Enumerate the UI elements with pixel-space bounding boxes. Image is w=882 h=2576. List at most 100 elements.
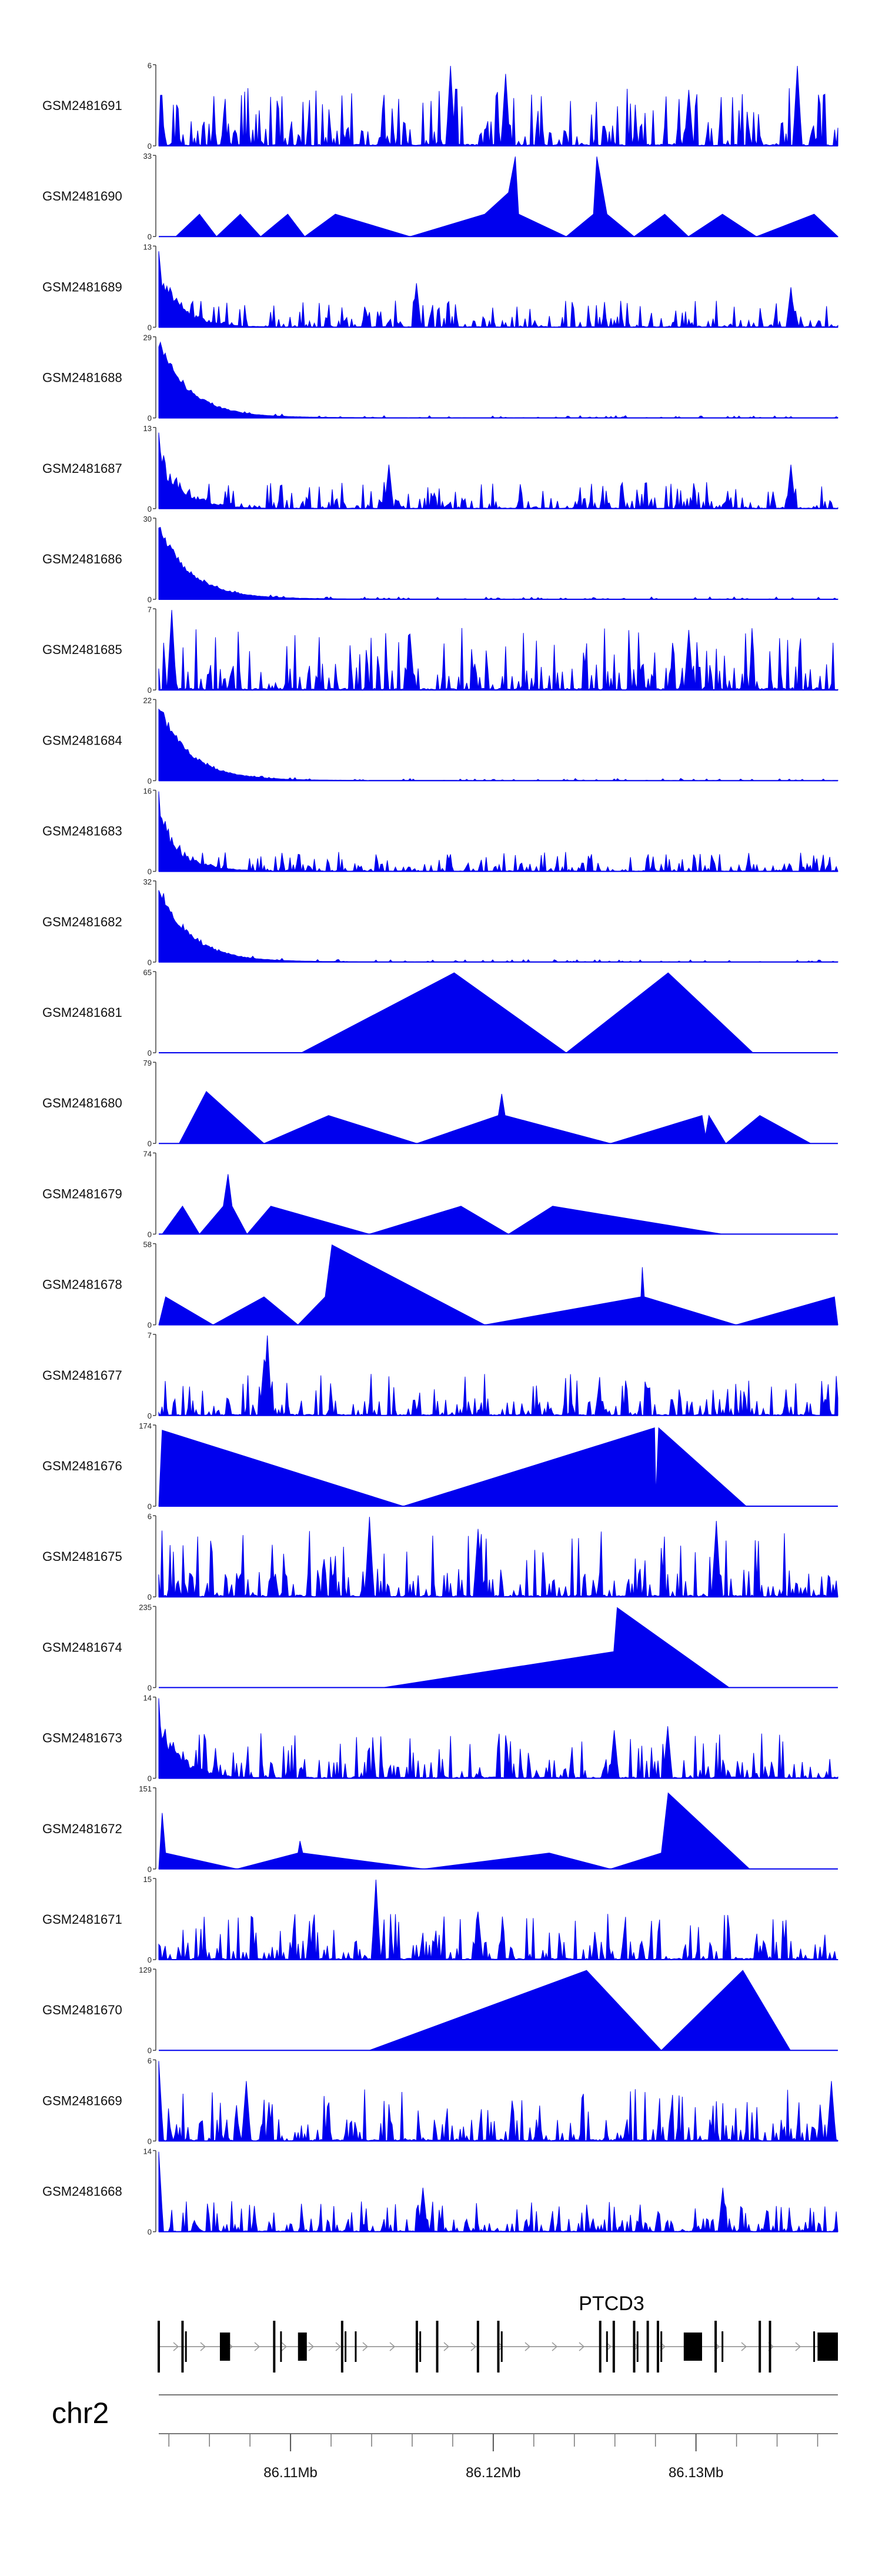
y-max-label: 15: [143, 1875, 152, 1884]
exon-utr: [419, 2331, 422, 2362]
y-min-label: 0: [148, 958, 152, 967]
track-label: GSM2481670: [42, 2003, 122, 2017]
coverage-area: [383, 1607, 730, 1688]
ptcd3-transcript: [158, 2321, 838, 2373]
exon: [497, 2321, 500, 2373]
strand-arrow: [741, 2342, 747, 2351]
exon-utr: [345, 2331, 347, 2362]
y-max-label: 14: [143, 1694, 152, 1703]
exon: [158, 2321, 160, 2373]
y-min-label: 0: [148, 1683, 152, 1692]
y-max-label: 58: [143, 1240, 152, 1249]
gene-label: PTCD3: [579, 2293, 644, 2315]
y-min-label: 0: [148, 505, 152, 513]
strand-arrow: [524, 2342, 531, 2351]
y-max-label: 13: [143, 242, 152, 251]
y-min-label: 0: [148, 2228, 152, 2237]
y-min-label: 0: [148, 1230, 152, 1239]
track-GSM2481672: GSM2481672 151 0: [42, 1784, 838, 1874]
exon-block: [817, 2333, 838, 2361]
coverage-area: [158, 341, 838, 419]
track-label: GSM2481687: [42, 461, 122, 476]
tick-label: 86.11Mb: [263, 2465, 318, 2481]
exon: [633, 2321, 636, 2373]
track-label: GSM2481677: [42, 1368, 122, 1383]
exon-block: [298, 2333, 307, 2361]
track-label: GSM2481682: [42, 915, 122, 929]
y-min-label: 0: [148, 1956, 152, 1964]
strand-arrow: [308, 2342, 315, 2351]
y-min-label: 0: [148, 142, 152, 151]
track-label: GSM2481681: [42, 1005, 122, 1020]
exon-utr: [721, 2331, 724, 2362]
track-GSM2481684: GSM2481684 22 0: [42, 696, 838, 785]
coverage-area: [158, 1792, 751, 1870]
y-min-label: 0: [148, 414, 152, 423]
exon-utr: [355, 2331, 357, 2362]
y-max-label: 7: [148, 605, 152, 614]
exon: [759, 2321, 761, 2373]
exon-block: [683, 2333, 702, 2361]
track-GSM2481674: GSM2481674 235 0: [42, 1603, 838, 1692]
y-min-label: 0: [148, 867, 152, 876]
y-min-label: 0: [148, 1502, 152, 1511]
y-max-label: 22: [143, 696, 152, 705]
y-min-label: 0: [148, 323, 152, 332]
coverage-area: [158, 1244, 838, 1326]
coverage-area: [158, 526, 838, 600]
track-label: GSM2481685: [42, 642, 122, 657]
y-max-label: 74: [143, 1149, 152, 1158]
track-label: GSM2481676: [42, 1459, 122, 1473]
track-label: GSM2481675: [42, 1549, 122, 1564]
coverage-area: [178, 1090, 811, 1144]
y-max-label: 129: [139, 1966, 152, 1974]
strand-arrow: [416, 2342, 423, 2351]
tick-label: 86.13Mb: [669, 2465, 723, 2481]
track-label: GSM2481678: [42, 1277, 122, 1292]
coverage-area: [158, 890, 838, 963]
coverage-tracks: GSM248169160GSM2481690330GSM2481689130GS…: [42, 61, 839, 2237]
track-label: GSM2481688: [42, 371, 122, 385]
strand-arrow: [443, 2342, 450, 2351]
track-label: GSM2481686: [42, 552, 122, 566]
y-max-label: 151: [139, 1784, 152, 1793]
track-label: GSM2481680: [42, 1096, 122, 1110]
strand-arrow: [362, 2342, 369, 2351]
coverage-area: [161, 1174, 723, 1235]
gene-annotation-track: PTCD3: [158, 2293, 838, 2373]
track-GSM2481669: GSM2481669 6 0: [42, 2056, 838, 2145]
y-min-label: 0: [148, 1321, 152, 1330]
exon: [415, 2321, 418, 2373]
exon-block: [219, 2333, 230, 2361]
coverage-area: [158, 2061, 838, 2142]
coverage-area: [158, 1427, 747, 1507]
y-max-label: 6: [148, 2056, 152, 2065]
coverage-area: [369, 1970, 791, 2051]
y-max-label: 16: [143, 787, 152, 796]
y-max-label: 30: [143, 515, 152, 523]
strand-arrow: [795, 2342, 801, 2351]
coverage-area: [158, 708, 838, 781]
y-min-label: 0: [148, 2137, 152, 2145]
strand-arrow: [389, 2342, 396, 2351]
exon: [340, 2321, 343, 2373]
coverage-area: [158, 610, 838, 691]
exon-utr: [606, 2331, 608, 2362]
y-min-label: 0: [148, 1865, 152, 1874]
track-GSM2481678: GSM2481678 58 0: [42, 1240, 838, 1330]
coverage-area: [158, 791, 838, 873]
coverage-area: [158, 432, 838, 509]
exon-utr: [185, 2331, 187, 2362]
y-max-label: 235: [139, 1603, 152, 1611]
coverage-area: [158, 1698, 838, 1779]
track-label: GSM2481668: [42, 2184, 122, 2199]
chromosome-label: chr2: [52, 2397, 109, 2430]
exon-utr: [660, 2331, 663, 2362]
exon: [714, 2321, 717, 2373]
y-max-label: 174: [139, 1422, 152, 1430]
track-GSM2481668: GSM2481668 14 0: [42, 2147, 838, 2237]
track-GSM2481676: GSM2481676 174 0: [42, 1422, 838, 1511]
strand-arrow: [470, 2342, 477, 2351]
exon: [181, 2321, 184, 2373]
strand-arrow: [335, 2342, 342, 2351]
